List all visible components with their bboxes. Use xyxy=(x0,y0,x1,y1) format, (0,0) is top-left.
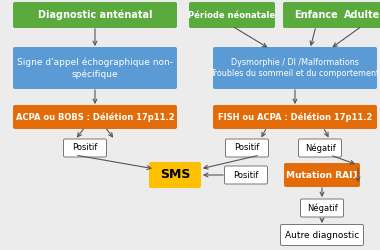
FancyBboxPatch shape xyxy=(225,139,269,157)
Text: Négatif: Négatif xyxy=(307,203,337,213)
FancyBboxPatch shape xyxy=(214,48,377,88)
Text: Positif: Positif xyxy=(72,144,98,152)
FancyBboxPatch shape xyxy=(63,139,106,157)
Text: Négatif: Négatif xyxy=(305,143,336,153)
Text: Signe d'appel échographique non-
spécifique: Signe d'appel échographique non- spécifi… xyxy=(17,58,173,78)
Text: SMS: SMS xyxy=(160,168,190,181)
Text: Enfance: Enfance xyxy=(294,10,338,20)
FancyBboxPatch shape xyxy=(280,224,364,246)
Text: Mutation RAI1: Mutation RAI1 xyxy=(286,170,358,179)
Text: ACPA ou BOBS : Délétion 17p11.2: ACPA ou BOBS : Délétion 17p11.2 xyxy=(16,112,174,122)
Text: Dysmorphie / DI /Malformations
Troubles du sommeil et du comportement: Dysmorphie / DI /Malformations Troubles … xyxy=(211,58,380,78)
Text: Positif: Positif xyxy=(233,170,259,179)
FancyBboxPatch shape xyxy=(299,139,342,157)
Text: Période néonatale: Période néonatale xyxy=(188,10,276,20)
Text: Positif: Positif xyxy=(234,144,260,152)
FancyBboxPatch shape xyxy=(14,2,176,28)
FancyBboxPatch shape xyxy=(14,106,176,128)
FancyBboxPatch shape xyxy=(285,164,359,186)
Text: Autre diagnostic: Autre diagnostic xyxy=(285,230,359,239)
Text: FISH ou ACPA : Délétion 17p11.2: FISH ou ACPA : Délétion 17p11.2 xyxy=(218,112,372,122)
FancyBboxPatch shape xyxy=(336,2,380,28)
FancyBboxPatch shape xyxy=(225,166,268,184)
FancyBboxPatch shape xyxy=(301,199,344,217)
FancyBboxPatch shape xyxy=(190,2,274,28)
Text: Diagnostic anténatal: Diagnostic anténatal xyxy=(38,10,152,20)
Text: Adulte: Adulte xyxy=(344,10,380,20)
FancyBboxPatch shape xyxy=(14,48,176,88)
FancyBboxPatch shape xyxy=(149,162,201,188)
FancyBboxPatch shape xyxy=(214,106,377,128)
FancyBboxPatch shape xyxy=(283,2,348,28)
